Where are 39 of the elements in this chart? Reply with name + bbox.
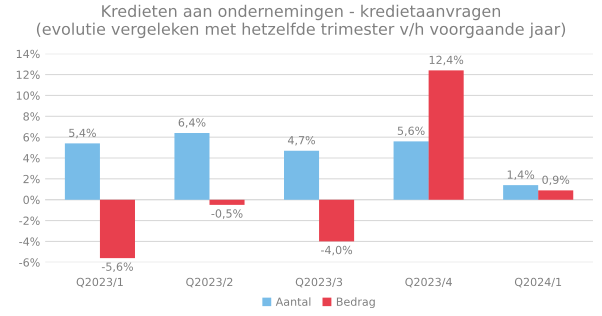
- x-tick-label: Q2024/1: [514, 278, 562, 288]
- y-tick-label: 10%: [16, 91, 40, 100]
- y-tick-label: 2%: [23, 174, 40, 184]
- y-tick-label: 14%: [16, 50, 40, 58]
- y-tick-label: 4%: [23, 154, 40, 162]
- y-tick-label: 12%: [16, 70, 40, 79]
- data-label: 5,4%: [69, 128, 96, 138]
- data-label: -5,6%: [102, 262, 133, 272]
- y-tick-label: 6%: [23, 133, 40, 142]
- bar: [64, 143, 100, 200]
- y-tick-label: -6%: [19, 258, 40, 267]
- bar: [394, 141, 429, 200]
- data-label: 1,4%: [508, 170, 534, 180]
- data-label: -4,0%: [321, 246, 352, 256]
- x-tick-label: Q2023/3: [296, 278, 342, 288]
- y-tick-label: 0%: [23, 196, 40, 204]
- bar: [319, 200, 354, 242]
- x-tick-label: Q2023/4: [405, 278, 452, 288]
- bar: [428, 70, 464, 200]
- data-label: 6,4%: [178, 118, 206, 128]
- data-label: 0,9%: [542, 176, 570, 186]
- chart-title: Kredieten aan ondernemingen - kredietaanvragen (evolutie vergeleken met hetzelfde trimester v/h voorgaande jaar): [36, 4, 566, 38]
- y-tick-label: -2%: [19, 216, 40, 225]
- data-label: -0,5%: [211, 209, 243, 219]
- y-tick-label: 8%: [23, 112, 40, 121]
- bar: [100, 200, 135, 258]
- x-tick-label: Q2023/1: [76, 278, 123, 288]
- bar: [209, 200, 245, 205]
- x-tick-label: Q2023/2: [186, 278, 232, 288]
- data-label: 12,4%: [430, 56, 464, 66]
- data-label: 4,7%: [288, 136, 316, 146]
- legend-label: Bedrag: [336, 297, 375, 308]
- bar: [503, 185, 538, 200]
- y-tick-label: -4%: [19, 237, 40, 246]
- bar: [284, 150, 320, 200]
- bar: [174, 132, 210, 200]
- bar: [538, 190, 574, 200]
- legend-label: Aantal: [276, 297, 310, 306]
- data-label: 5,6%: [398, 126, 425, 136]
